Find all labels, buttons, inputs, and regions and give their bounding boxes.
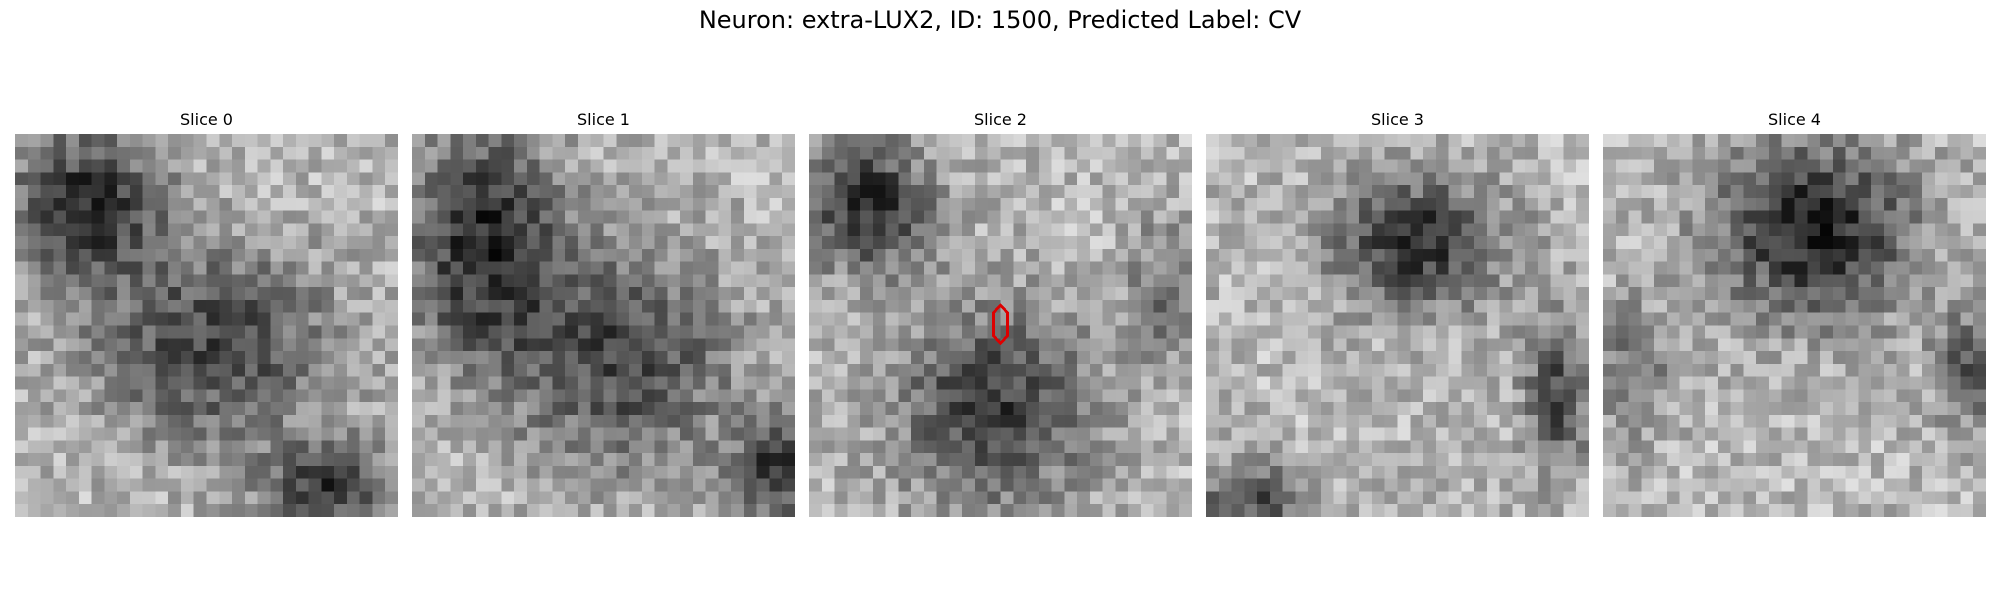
slice-image-4: [1603, 134, 1986, 517]
figure-title: Neuron: extra-LUX2, ID: 1500, Predicted …: [698, 6, 1302, 34]
slice-panel-0: Slice 0: [15, 107, 398, 517]
slice-title-1: Slice 1: [577, 110, 630, 129]
slice-title-3: Slice 3: [1371, 110, 1424, 129]
slice-panel-2: Slice 2: [809, 107, 1192, 517]
slice-image-3: [1206, 134, 1589, 517]
neuron-location-marker: [992, 302, 1009, 346]
slice-title-2: Slice 2: [974, 110, 1027, 129]
slice-title-4: Slice 4: [1768, 110, 1821, 129]
slice-panel-1: Slice 1: [412, 107, 795, 517]
slice-image-0: [15, 134, 398, 517]
slice-image-2: [809, 134, 1192, 517]
slice-image-1: [412, 134, 795, 517]
slice-panel-3: Slice 3: [1206, 107, 1589, 517]
slice-panel-4: Slice 4: [1603, 107, 1986, 517]
slice-title-0: Slice 0: [180, 110, 233, 129]
